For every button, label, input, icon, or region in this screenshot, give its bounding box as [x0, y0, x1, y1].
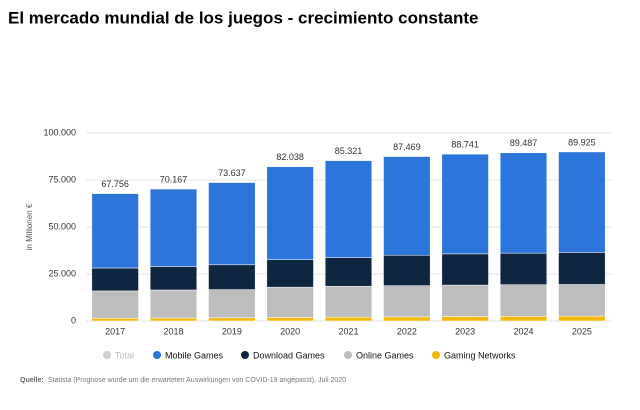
total-label: 85.321 — [335, 146, 363, 156]
bar-segment — [149, 266, 198, 291]
legend-label: Online Games — [356, 350, 414, 360]
bar-segment — [149, 289, 198, 319]
bar-segment — [499, 152, 548, 254]
total-label: 88.741 — [451, 140, 479, 150]
bar-segment — [383, 156, 431, 256]
x-tick-label: 2023 — [455, 326, 475, 336]
bar-segment — [499, 252, 548, 285]
bar-segment — [266, 286, 314, 318]
total-label: 67.756 — [101, 179, 129, 189]
x-tick-label: 2022 — [397, 326, 417, 336]
x-tick-label: 2020 — [280, 326, 300, 336]
y-tick-label: 50.000 — [48, 221, 76, 231]
x-tick-label: 2019 — [222, 326, 242, 336]
legend-label: Gaming Networks — [444, 350, 516, 360]
bar-segment — [149, 188, 198, 267]
bar-segment — [91, 193, 139, 269]
legend-marker — [241, 351, 249, 359]
legend-marker — [103, 351, 111, 359]
bar-segment — [208, 317, 256, 322]
bar-segment — [208, 289, 256, 319]
bar-segment — [266, 166, 314, 260]
bar-segment — [324, 257, 373, 287]
bar-segment — [441, 316, 489, 322]
bar-segment — [91, 317, 139, 322]
chart-title: El mercado mundial de los juegos - creci… — [8, 8, 478, 27]
total-label: 73.637 — [218, 168, 246, 178]
total-label: 70.167 — [160, 174, 188, 184]
bar-segment — [441, 253, 489, 286]
x-tick-label: 2018 — [163, 326, 183, 336]
bar-segment — [441, 153, 489, 255]
bar-segment — [441, 284, 489, 317]
total-label: 87.469 — [393, 142, 421, 152]
legend-label: Mobile Games — [165, 350, 224, 360]
bar-segment — [91, 267, 139, 292]
legend-label: Download Games — [253, 350, 325, 360]
y-tick-label: 25.000 — [48, 268, 76, 278]
legend-marker — [432, 351, 440, 359]
bar-segment — [266, 259, 314, 288]
x-tick-label: 2025 — [572, 326, 592, 336]
bar-segment — [383, 316, 431, 322]
bar-segment — [266, 317, 314, 322]
bar-segment — [558, 252, 606, 285]
bar-segment — [499, 316, 548, 322]
y-tick-label: 75.000 — [48, 174, 76, 184]
legend-label: Total — [115, 350, 134, 360]
source: Statista (Prognose wurde um die erwartet… — [48, 377, 346, 384]
legend-marker — [344, 351, 352, 359]
bar-segment — [324, 160, 373, 258]
bar-segment — [499, 284, 548, 317]
x-tick-label: 2017 — [105, 326, 125, 336]
x-tick-label: 2024 — [513, 326, 533, 336]
bar-segment — [208, 264, 256, 290]
source-label: Quelle: — [20, 377, 44, 384]
bar-segment — [324, 316, 373, 322]
bar-segment — [383, 254, 431, 286]
bar-segment — [558, 284, 606, 317]
bar-segment — [383, 285, 431, 318]
bar-segment — [91, 290, 139, 319]
y-tick-label: 100.000 — [43, 127, 76, 137]
bar-segment — [558, 315, 606, 322]
total-label: 89.925 — [568, 137, 596, 147]
bar-segment — [558, 151, 606, 253]
bar-segment — [324, 285, 373, 318]
legend-marker — [153, 351, 161, 359]
y-tick-label: 0 — [71, 315, 76, 325]
bar-segment — [149, 317, 198, 322]
x-tick-label: 2021 — [338, 326, 358, 336]
bar-segment — [208, 182, 256, 266]
total-label: 82.038 — [276, 152, 304, 162]
y-axis-label: in Millionen € — [25, 203, 34, 250]
total-label: 89.487 — [510, 138, 538, 148]
